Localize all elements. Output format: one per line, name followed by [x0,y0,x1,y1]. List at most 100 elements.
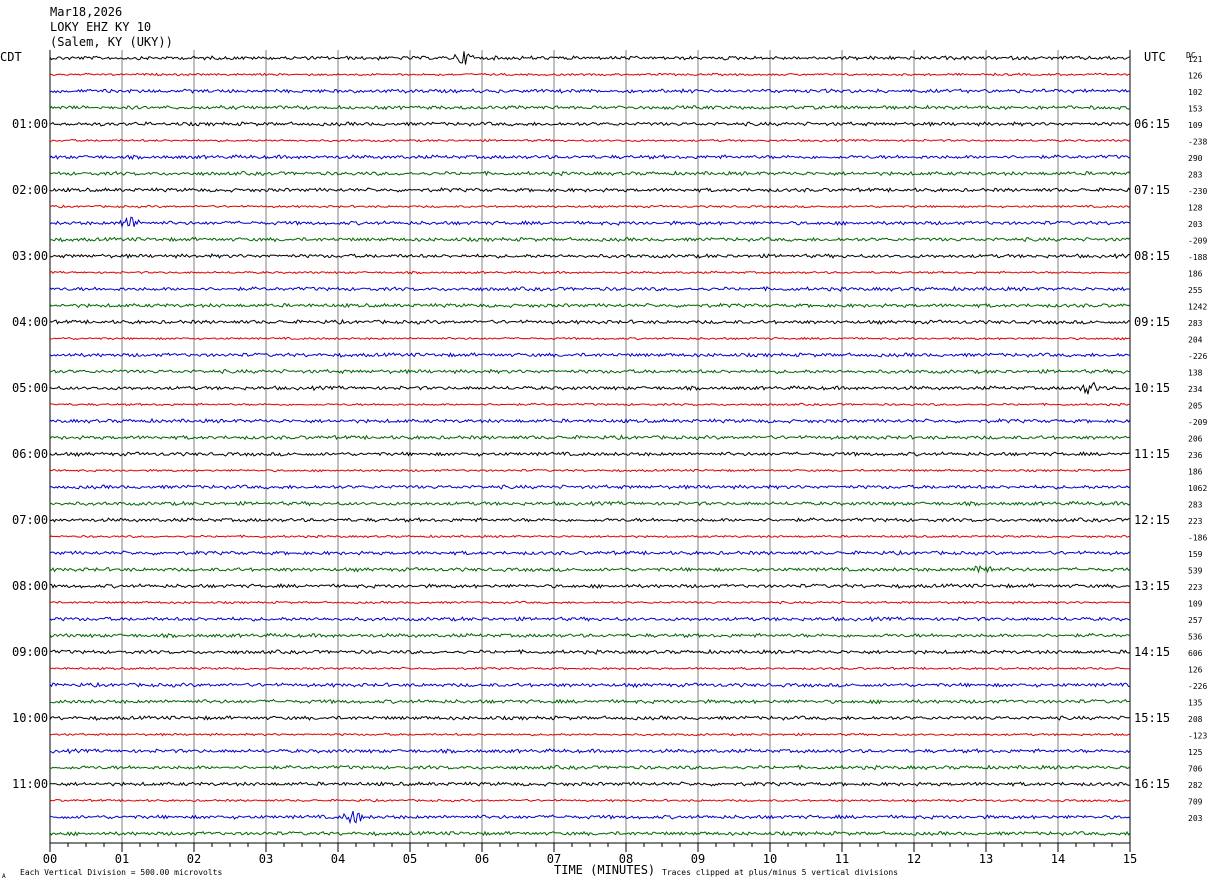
trace-11 [49,236,1131,243]
x-tick-label: 14 [1051,852,1065,866]
dc-offset-label: 203 [1188,814,1203,823]
dc-offset-label: 102 [1188,88,1203,97]
dc-offset-label: 255 [1188,286,1203,295]
trace-41 [49,732,1131,737]
dc-offset-label: 208 [1188,715,1203,724]
right-hour-label: 15:15 [1134,711,1170,725]
dc-offset-labels: 121 126 102 153 109 -238 290 283 -230 128 203 -209 -… [1188,55,1207,823]
trace-16 [49,318,1131,325]
dc-offset-label: 205 [1188,402,1203,411]
trace-27 [49,500,1131,507]
dc-offset-label: 159 [1188,550,1203,559]
dc-offset-label: -238 [1188,138,1207,147]
trace-44 [49,780,1131,787]
dc-offset-label: -209 [1188,418,1207,427]
trace-5 [49,138,1131,143]
dc-offset-label: 223 [1188,517,1203,526]
left-hour-labels: 01:00 02:00 03:00 04:00 05:00 06:00 07:00 08:00… [12,117,48,791]
trace-15 [49,302,1131,309]
right-hour-label: 09:15 [1134,315,1170,329]
dc-offset-label: -123 [1188,732,1207,741]
dc-offset-label: 109 [1188,121,1203,130]
dc-offset-label: 125 [1188,748,1203,757]
dc-offset-label: 206 [1188,435,1203,444]
trace-9 [49,204,1131,209]
trace-29 [49,534,1131,539]
right-hour-label: 12:15 [1134,513,1170,527]
dc-offset-label: 283 [1188,501,1203,510]
x-tick-label: 03 [259,852,273,866]
corner-mark: A [2,873,6,880]
trace-8 [49,186,1131,193]
dc-offset-label: 283 [1188,171,1203,180]
clip-note: Traces clipped at plus/minus 5 vertical … [662,868,898,877]
trace-31 [49,565,1131,574]
trace-47 [49,830,1131,837]
dc-offset-label: 236 [1188,451,1203,460]
trace-18 [49,352,1131,358]
left-hour-label: 08:00 [12,579,48,593]
dc-offset-label: 153 [1188,105,1203,114]
trace-32 [49,582,1131,589]
left-hour-label: 09:00 [12,645,48,659]
x-tick-label: 09 [691,852,705,866]
dc-offset-label: 126 [1188,666,1203,675]
header-date: Mar18,2026 [50,5,122,19]
trace-6 [49,154,1131,161]
trace-28 [49,517,1130,523]
dc-offset-label: 186 [1188,270,1203,279]
trace-3 [49,104,1131,111]
trace-24 [49,450,1131,457]
x-tick-label: 13 [979,852,993,866]
dc-offset-label: 203 [1188,220,1203,229]
dc-offset-label: 283 [1188,319,1203,328]
header-location: (Salem, KY (UKY)) [50,35,173,49]
dc-offset-label: -230 [1188,187,1207,196]
dc-offset-label: 539 [1188,567,1203,576]
header-station: LOKY EHZ KY 10 [50,20,151,34]
x-tick-label: 07 [547,852,561,866]
dc-offset-label: 290 [1188,154,1203,163]
trace-26 [49,484,1131,491]
trace-42 [49,748,1131,755]
dc-offset-label: 128 [1188,204,1203,213]
trace-39 [49,698,1131,705]
x-tick-label: 00 [43,852,57,866]
trace-14 [49,285,1131,292]
trace-45 [49,798,1131,803]
trace-21 [49,402,1131,407]
dc-offset-label: 138 [1188,369,1203,378]
trace-36 [49,648,1131,655]
trace-20 [49,381,1131,395]
dc-offset-label: -226 [1188,352,1207,361]
x-tick-label: 05 [403,852,417,866]
dc-offset-label: 234 [1188,385,1203,394]
trace-38 [49,681,1131,688]
right-hour-label: 07:15 [1134,183,1170,197]
dc-offset-label: 282 [1188,781,1203,790]
grid-lines [49,50,1131,846]
dc-offset-label: 135 [1188,699,1203,708]
x-tick-label: 02 [187,852,201,866]
left-hour-label: 11:00 [12,777,48,791]
trace-37 [49,666,1131,671]
trace-25 [49,468,1131,473]
scale-note: Each Vertical Division = 500.00 microvol… [20,868,222,877]
x-axis: 00 01 02 03 04 05 06 07 08 09 10 11 12 13 14 15 [43,842,1137,866]
right-hour-label: 08:15 [1134,249,1170,263]
dc-offset-label: 706 [1188,765,1203,774]
trace-34 [49,616,1131,623]
left-hour-label: 05:00 [12,381,48,395]
trace-35 [49,632,1131,639]
trace-group [49,51,1131,837]
dc-offset-label: 121 [1188,55,1203,64]
dc-offset-label: -209 [1188,237,1207,246]
trace-46 [49,810,1131,825]
right-hour-labels: 06:15 07:15 08:15 09:15 10:15 11:15 12:15 13:15… [1134,117,1170,791]
trace-12 [49,253,1131,260]
trace-4 [49,121,1131,128]
left-hour-label: 04:00 [12,315,48,329]
trace-17 [49,336,1130,341]
left-hour-label: 02:00 [12,183,48,197]
